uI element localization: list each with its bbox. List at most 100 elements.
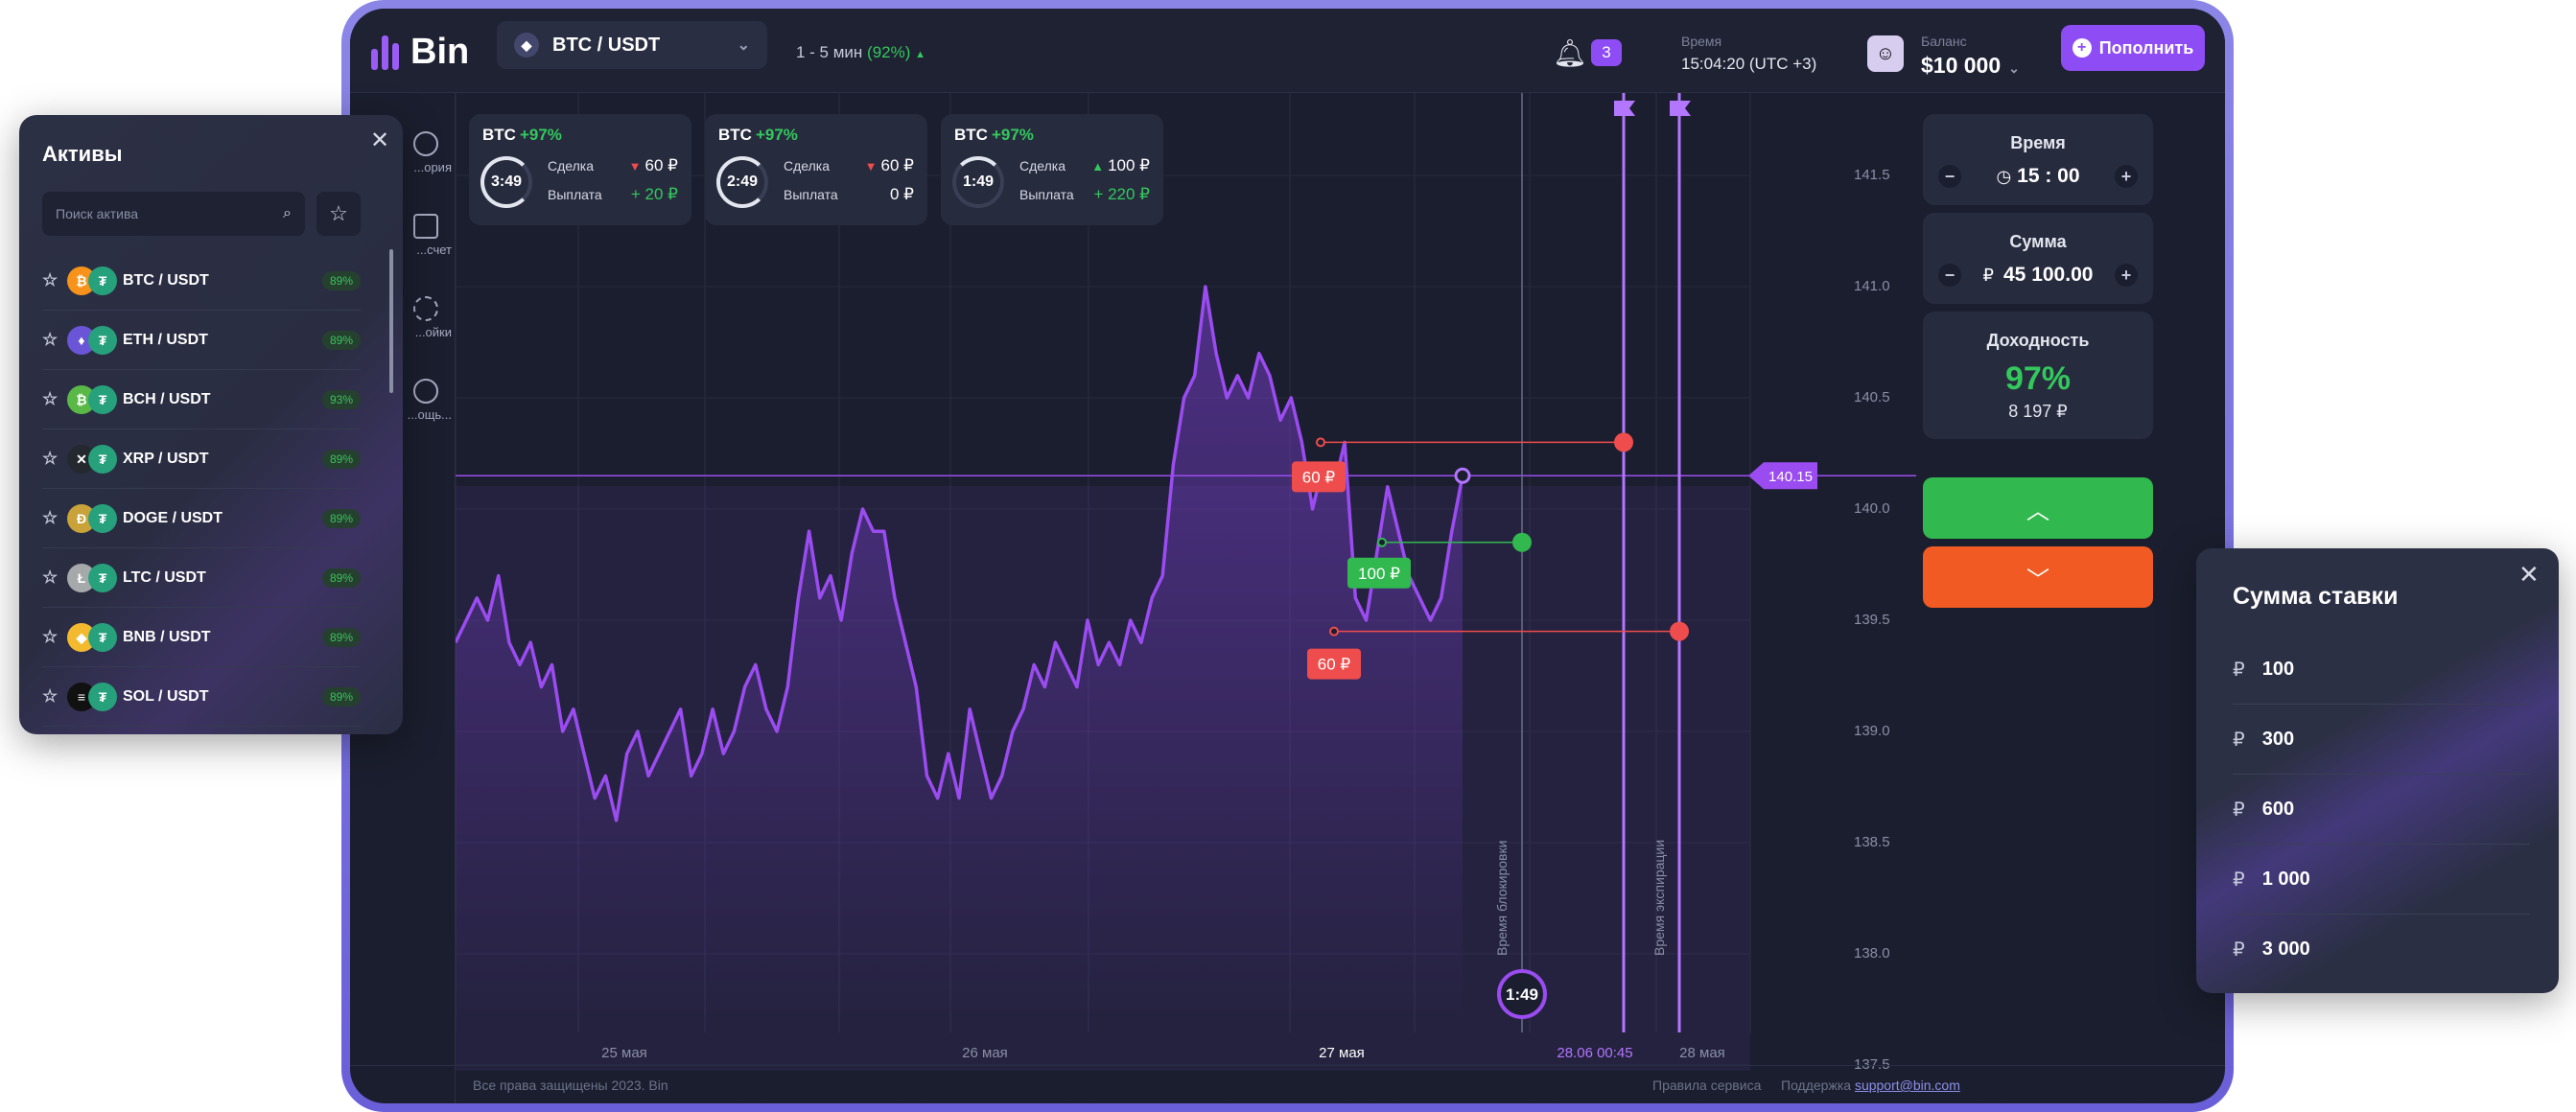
asset-list-scrollbar[interactable] <box>389 249 393 393</box>
tablet-frame: Bin ◆ BTC / USDT ⌄ 1 - 5 мин (92%) ▲ 🔔︎ … <box>341 0 2234 1112</box>
deal-marker-tag[interactable] <box>1307 648 1361 680</box>
asset-name: BCH / USDT <box>123 390 211 407</box>
tether-icon: ₮ <box>88 682 117 711</box>
amount-box: Сумма − ₽45 100.00 + <box>1923 213 2153 304</box>
tether-icon: ₮ <box>88 266 117 295</box>
expiry-time-label: Время экспирации <box>1651 840 1667 956</box>
sell-down-button[interactable]: ﹀ <box>1923 546 2153 608</box>
trade-card[interactable]: BTC +97% 1:49 Сделка ▲ 100 ₽ Выплата + 220 ₽ <box>941 114 1163 225</box>
asset-pct-badge: 89% <box>321 686 361 707</box>
deal-marker-label: 60 ₽ <box>1302 468 1336 486</box>
deal-marker-tag[interactable] <box>1292 461 1346 493</box>
nav-item-history[interactable]: ...ория <box>365 131 452 174</box>
asset-search-input[interactable]: Поиск актива ⌕ <box>42 192 305 236</box>
nav-item-account[interactable]: ...счет <box>365 214 452 257</box>
stake-option[interactable]: ₽100 <box>2233 635 2530 705</box>
deal-end-up-icon <box>1512 532 1532 552</box>
stake-amount: 1 000 <box>2261 868 2310 890</box>
stake-panel: Сумма ставки ✕ ₽100 ₽300 ₽600 ₽1 000 ₽3 000 <box>2196 548 2559 993</box>
coin-pair-icon: ≡ ₮ <box>67 682 117 711</box>
footer-support-email[interactable]: support@bin.com <box>1854 1077 1960 1093</box>
star-icon[interactable]: ☆ <box>42 330 59 349</box>
triangle-up-icon: ▲ <box>915 49 926 60</box>
trade-card[interactable]: BTC +97% 3:49 Сделка ▼ 60 ₽ Выплата + 20 ₽ <box>469 114 691 225</box>
search-icon: ⌕ <box>283 205 292 221</box>
nav-item-label: ...счет <box>416 243 452 257</box>
deal-marker-label: 100 ₽ <box>1358 565 1400 583</box>
nav-item-help[interactable]: ...ощь... <box>365 379 452 422</box>
top-bar: Bin ◆ BTC / USDT ⌄ 1 - 5 мин (92%) ▲ 🔔︎ … <box>350 9 2225 93</box>
stake-amount: 100 <box>2261 658 2295 680</box>
current-point <box>1454 467 1471 484</box>
nav-item-label: ...ория <box>413 160 452 174</box>
tether-icon: ₮ <box>88 444 117 474</box>
star-icon[interactable]: ☆ <box>42 449 59 468</box>
amount-box-label: Сумма <box>2009 232 2067 251</box>
asset-row[interactable]: ☆ ₿ ₮ BCH / USDT 93% <box>42 370 361 429</box>
stake-amount: 3 000 <box>2261 938 2310 960</box>
ruble-icon: ₽ <box>2233 939 2245 961</box>
favorites-button[interactable]: ☆ <box>316 192 361 236</box>
triangle-down-icon: ▼ <box>628 159 642 174</box>
amount-value[interactable]: 45 100.00 <box>2003 264 2094 286</box>
asset-row[interactable]: ☆ ✕ ₮ XRP / USDT 89% <box>42 429 361 489</box>
close-icon[interactable]: ✕ <box>2518 560 2540 589</box>
deal-start-point <box>1316 437 1325 448</box>
time-decrease-button[interactable]: − <box>1938 165 1961 188</box>
price-chart[interactable]: 60 ₽ 100 ₽ 60 ₽ 140.15 Время блокировки Время… <box>454 93 1916 1071</box>
yield-label: Доходность <box>1986 331 2090 350</box>
asset-row[interactable]: ☆ Ð ₮ DOGE / USDT 89% <box>42 489 361 548</box>
topup-button[interactable]: + Пополнить <box>2061 25 2205 71</box>
stake-option[interactable]: ₽1 000 <box>2233 845 2530 915</box>
star-icon[interactable]: ☆ <box>42 627 59 646</box>
footer-support-label: Поддержка <box>1781 1077 1852 1093</box>
pair-select[interactable]: ◆ BTC / USDT ⌄ <box>497 21 767 69</box>
notifications-badge[interactable]: 3 <box>1591 39 1622 66</box>
y-tick-label: 139.0 <box>1854 723 1890 739</box>
deal-end-down-icon <box>1614 432 1633 452</box>
time-box-label: Время <box>2010 133 2066 152</box>
amount-decrease-button[interactable]: − <box>1938 264 1961 287</box>
triangle-up-icon: ▲ <box>1091 159 1105 174</box>
asset-row[interactable]: ☆ ≡ ₮ SOL / USDT 89% <box>42 667 361 727</box>
trade-asset: BTC <box>954 126 988 144</box>
asset-pct-badge: 89% <box>321 508 361 528</box>
star-icon[interactable]: ☆ <box>42 270 59 290</box>
timeframe-info[interactable]: 1 - 5 мин (92%) ▲ <box>796 43 925 62</box>
footer-copyright: Все права защищены 2023. Bin <box>473 1077 668 1093</box>
stake-option[interactable]: ₽3 000 <box>2233 915 2530 985</box>
logo[interactable]: Bin <box>371 32 469 73</box>
chart-area[interactable]: 60 ₽ 100 ₽ 60 ₽ 140.15 Время блокировки Время… <box>454 93 1916 1071</box>
gear-icon <box>413 296 438 321</box>
footer-rules-link[interactable]: Правила сервиса <box>1652 1077 1762 1093</box>
deal-marker-tag[interactable] <box>1347 557 1411 589</box>
avatar[interactable]: ☺ <box>1867 35 1904 72</box>
star-icon[interactable]: ☆ <box>42 686 59 706</box>
asset-row[interactable]: ☆ ♦ ₮ ETH / USDT 89% <box>42 311 361 370</box>
chevron-up-icon: ︿ <box>2026 498 2049 524</box>
amount-increase-button[interactable]: + <box>2114 264 2138 287</box>
trade-card[interactable]: BTC +97% 2:49 Сделка ▼ 60 ₽ Выплата 0 ₽ <box>705 114 927 225</box>
tether-icon: ₮ <box>88 325 117 355</box>
deal-marker-label: 60 ₽ <box>1318 656 1351 674</box>
asset-row[interactable]: ☆ ₿ ₮ BTC / USDT 89% <box>42 251 361 311</box>
asset-row[interactable]: ☆ Ł ₮ LTC / USDT 89% <box>42 548 361 608</box>
buy-up-button[interactable]: ︿ <box>1923 477 2153 539</box>
yield-value: 8 197 ₽ <box>2008 402 2068 421</box>
asset-row[interactable]: ☆ ◆ ₮ BNB / USDT 89% <box>42 608 361 667</box>
y-tick-label: 138.0 <box>1854 945 1890 961</box>
star-icon[interactable]: ☆ <box>42 568 59 587</box>
time-value[interactable]: 15 : 00 <box>2017 165 2080 187</box>
close-icon[interactable]: ✕ <box>370 127 390 153</box>
nav-item-settings[interactable]: ...ойки <box>365 296 452 339</box>
stake-option[interactable]: ₽300 <box>2233 705 2530 775</box>
y-tick-label: 137.5 <box>1854 1056 1890 1073</box>
star-icon[interactable]: ☆ <box>42 508 59 527</box>
stake-option[interactable]: ₽600 <box>2233 775 2530 845</box>
star-icon[interactable]: ☆ <box>42 389 59 408</box>
y-tick-label: 138.5 <box>1854 834 1890 850</box>
coin-pair-icon: Ð ₮ <box>67 503 117 533</box>
balance-block[interactable]: Баланс $10 000 ⌄ <box>1921 34 2020 79</box>
time-increase-button[interactable]: + <box>2114 165 2138 188</box>
bell-icon[interactable]: 🔔︎ <box>1553 38 1587 68</box>
